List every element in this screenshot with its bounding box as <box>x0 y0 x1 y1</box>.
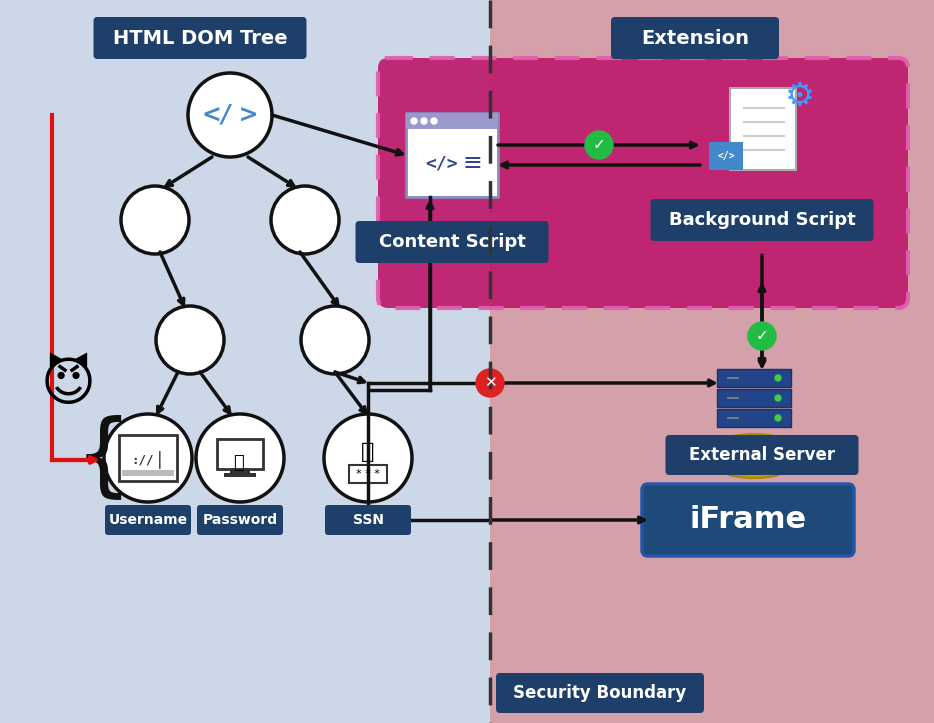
Ellipse shape <box>324 414 412 502</box>
FancyBboxPatch shape <box>325 505 411 535</box>
FancyBboxPatch shape <box>378 58 908 308</box>
Bar <box>406 113 498 129</box>
FancyBboxPatch shape <box>709 142 743 170</box>
FancyBboxPatch shape <box>730 88 796 170</box>
Text: iFrame: iFrame <box>689 505 807 534</box>
Ellipse shape <box>188 73 272 157</box>
FancyBboxPatch shape <box>105 505 191 535</box>
Circle shape <box>775 395 781 401</box>
Circle shape <box>411 118 417 124</box>
Text: HTML DOM Tree: HTML DOM Tree <box>113 28 288 48</box>
FancyBboxPatch shape <box>650 199 873 241</box>
Circle shape <box>431 118 437 124</box>
Text: ✓: ✓ <box>593 137 605 153</box>
Ellipse shape <box>104 414 192 502</box>
FancyBboxPatch shape <box>642 484 854 556</box>
Text: Security Boundary: Security Boundary <box>514 684 686 702</box>
FancyBboxPatch shape <box>197 505 283 535</box>
Text: ⚙: ⚙ <box>785 80 815 113</box>
FancyBboxPatch shape <box>496 673 704 713</box>
Text: Password: Password <box>203 513 277 527</box>
Text: * * *: * * * <box>356 469 380 479</box>
Circle shape <box>748 322 776 350</box>
FancyBboxPatch shape <box>119 435 177 481</box>
Ellipse shape <box>301 306 369 374</box>
FancyBboxPatch shape <box>717 409 791 427</box>
Ellipse shape <box>196 414 284 502</box>
Text: ✕: ✕ <box>484 375 496 390</box>
Text: ≡: ≡ <box>462 151 482 175</box>
Text: 🤝: 🤝 <box>361 442 375 462</box>
FancyBboxPatch shape <box>666 435 858 475</box>
Ellipse shape <box>723 462 785 478</box>
Text: </>: </> <box>426 154 459 172</box>
Ellipse shape <box>156 306 224 374</box>
FancyBboxPatch shape <box>406 113 498 197</box>
FancyBboxPatch shape <box>349 465 387 483</box>
Text: Background Script: Background Script <box>669 211 856 229</box>
FancyBboxPatch shape <box>611 17 779 59</box>
Text: ://: :// <box>132 453 154 466</box>
Ellipse shape <box>723 434 785 450</box>
Circle shape <box>585 131 613 159</box>
Circle shape <box>421 118 427 124</box>
Circle shape <box>775 415 781 421</box>
FancyBboxPatch shape <box>717 389 791 407</box>
Text: |: | <box>157 451 163 469</box>
Text: ✓: ✓ <box>756 328 769 343</box>
Text: Username: Username <box>108 513 188 527</box>
FancyBboxPatch shape <box>122 470 174 476</box>
Text: </>: </> <box>717 151 735 161</box>
Ellipse shape <box>121 186 189 254</box>
FancyBboxPatch shape <box>356 221 548 263</box>
Circle shape <box>476 369 504 397</box>
Bar <box>224 473 256 477</box>
Bar <box>723 442 785 470</box>
Circle shape <box>775 375 781 381</box>
Text: SSN: SSN <box>352 513 384 527</box>
Bar <box>230 468 250 473</box>
Ellipse shape <box>271 186 339 254</box>
FancyBboxPatch shape <box>93 17 306 59</box>
Text: External Server: External Server <box>689 446 835 464</box>
Text: 😈: 😈 <box>40 359 95 411</box>
Text: Extension: Extension <box>641 28 749 48</box>
Text: {: { <box>75 414 132 502</box>
Bar <box>490 0 934 723</box>
Text: </ >: </ > <box>202 103 258 127</box>
FancyBboxPatch shape <box>717 369 791 387</box>
Text: 🔑: 🔑 <box>233 454 244 472</box>
FancyBboxPatch shape <box>217 439 263 469</box>
Text: Content Script: Content Script <box>378 233 526 251</box>
